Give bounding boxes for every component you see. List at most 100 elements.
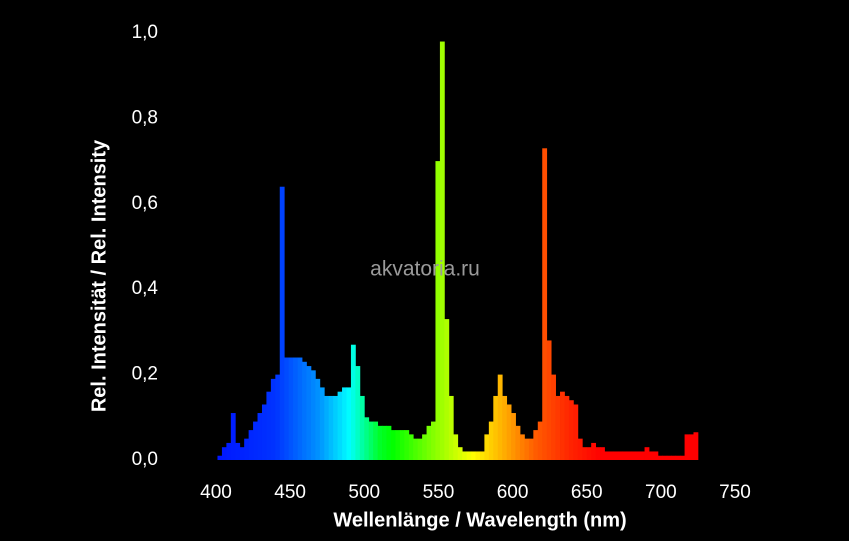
x-tick-label: 650 <box>571 482 603 503</box>
x-tick-label: 550 <box>423 482 455 503</box>
bar <box>560 391 565 460</box>
bar <box>617 451 623 460</box>
bar <box>479 451 485 460</box>
bar <box>257 413 263 460</box>
bar <box>315 378 321 460</box>
bar <box>404 430 410 460</box>
bar <box>533 430 539 460</box>
watermark: akvatoria.ru <box>370 258 480 281</box>
bar <box>462 451 468 460</box>
bar <box>390 430 396 460</box>
bar <box>244 438 250 460</box>
bar <box>439 41 445 460</box>
bar <box>484 434 490 460</box>
bar <box>364 417 370 460</box>
bar <box>293 357 298 460</box>
bar <box>386 425 392 460</box>
bar <box>546 340 552 460</box>
bar <box>475 451 481 460</box>
bar <box>226 442 232 460</box>
bar <box>235 442 241 460</box>
y-axis-label: Rel. Intensität / Rel. Intensity <box>88 139 110 412</box>
bar <box>622 451 628 460</box>
bar <box>675 455 681 460</box>
bar <box>537 421 543 460</box>
bar <box>359 395 365 460</box>
bar <box>253 421 258 460</box>
bar <box>613 451 619 460</box>
bar <box>297 357 303 460</box>
bar <box>653 451 659 460</box>
bar <box>600 447 605 460</box>
bar <box>626 451 632 460</box>
y-tick-label: 0,6 <box>132 193 158 214</box>
bar <box>524 438 530 460</box>
bar <box>640 451 645 460</box>
bar <box>422 434 427 460</box>
y-tick-label: 0,0 <box>132 449 158 470</box>
bar <box>493 395 499 460</box>
x-tick-label: 500 <box>348 482 380 503</box>
bar <box>275 374 281 460</box>
x-tick-label: 700 <box>645 482 677 503</box>
bar <box>497 374 503 460</box>
bar <box>337 391 343 460</box>
bar <box>221 447 227 460</box>
bar <box>248 430 254 460</box>
bar <box>684 434 690 460</box>
bar <box>635 451 641 460</box>
bar <box>426 425 432 460</box>
bar <box>435 161 441 460</box>
bar <box>270 378 276 460</box>
bar <box>288 357 294 460</box>
bar <box>604 451 610 460</box>
bar <box>644 447 650 460</box>
x-tick-label: 750 <box>719 482 751 503</box>
bar <box>471 451 476 460</box>
bar <box>591 442 597 460</box>
bar <box>648 451 654 460</box>
y-tick-label: 1,0 <box>132 22 158 43</box>
bar <box>355 366 361 460</box>
bar <box>417 438 423 460</box>
x-axis-label: Wellenlänge / Wavelength (nm) <box>333 509 626 531</box>
bar <box>239 447 245 460</box>
x-tick-label: 450 <box>274 482 306 503</box>
bar <box>324 395 330 460</box>
bar <box>519 434 525 460</box>
bar <box>408 434 414 460</box>
bar <box>230 413 236 460</box>
bar <box>542 148 548 461</box>
bar <box>328 395 334 460</box>
bar <box>586 447 592 460</box>
bar <box>555 395 561 460</box>
bar <box>657 455 663 460</box>
bar <box>577 438 583 460</box>
x-tick-label: 400 <box>200 482 232 503</box>
bar <box>306 366 312 460</box>
bar <box>662 455 668 460</box>
bar <box>693 432 699 460</box>
bar <box>568 400 574 460</box>
bar <box>582 447 588 460</box>
bar <box>431 421 436 460</box>
bar <box>261 404 267 460</box>
bar <box>502 395 508 460</box>
bar <box>346 387 352 460</box>
x-tick-label: 600 <box>497 482 529 503</box>
bar <box>333 395 338 460</box>
bar <box>515 425 521 460</box>
bar <box>608 451 614 460</box>
y-tick-label: 0,8 <box>132 107 158 128</box>
bar <box>573 404 579 460</box>
bar <box>399 430 405 460</box>
bar <box>342 387 347 460</box>
bar <box>373 421 379 460</box>
bar <box>689 434 694 460</box>
bar <box>448 395 454 460</box>
bar <box>395 430 401 460</box>
bar <box>564 395 570 460</box>
bar <box>528 438 534 460</box>
